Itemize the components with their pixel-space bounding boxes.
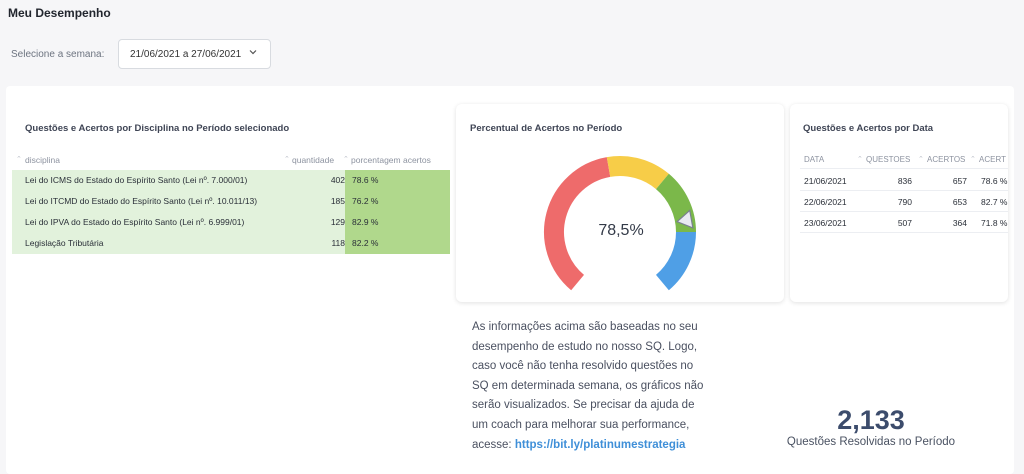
divider xyxy=(800,211,1008,212)
discipline-name: Lei do ICMS do Estado do Espírito Santo … xyxy=(12,170,345,191)
week-filter-label: Selecione a semana: xyxy=(11,49,105,60)
column-header-disciplina[interactable]: disciplina xyxy=(25,155,60,165)
discipline-pct: 82.2 % xyxy=(345,233,450,254)
discipline-pct: 82.9 % xyxy=(345,212,450,233)
acertos-cell: 653 xyxy=(952,197,967,207)
info-card xyxy=(456,308,734,474)
table-row: Lei do IPVA do Estado do Espírito Santo … xyxy=(12,212,450,233)
column-header-questoes[interactable]: QUESTOES xyxy=(866,155,911,164)
table-row: Lei do ITCMD do Estado do Espírito Santo… xyxy=(12,191,450,212)
discipline-qty: 185 xyxy=(330,196,345,206)
date-cell: 23/06/2021 xyxy=(804,218,847,228)
sort-icon[interactable]: ⌃ xyxy=(343,156,349,163)
divider xyxy=(800,190,1008,191)
week-select[interactable]: 21/06/2021 a 27/06/2021 xyxy=(118,39,271,69)
info-text: As informações acima são baseadas no seu… xyxy=(472,318,710,455)
acertos-cell: 364 xyxy=(952,218,967,228)
questoes-cell: 790 xyxy=(897,197,912,207)
total-questions-number: 2,133 xyxy=(837,405,905,435)
date-cell: 21/06/2021 xyxy=(804,176,847,186)
divider xyxy=(800,232,1008,233)
discipline-name: Lei do IPVA do Estado do Espírito Santo … xyxy=(12,212,345,233)
chevron-down-icon xyxy=(249,50,257,55)
column-header-acerto-pct[interactable]: ACERT xyxy=(979,155,1006,164)
coach-link[interactable]: https://bit.ly/platinumestrategia xyxy=(514,438,686,451)
column-header-porcentagem[interactable]: porcentagem acertos xyxy=(351,155,431,165)
discipline-pct: 78.6 % xyxy=(345,170,450,191)
sort-icon[interactable]: ⌃ xyxy=(970,156,976,163)
acerto-pct-cell: 71.8 % xyxy=(981,218,1008,228)
gauge-card-title: Percentual de Acertos no Período xyxy=(470,123,623,134)
discipline-qty: 402 xyxy=(330,175,345,185)
sort-icon[interactable]: ⌃ xyxy=(857,156,863,163)
date-card-title: Questões e Acertos por Data xyxy=(803,123,934,134)
week-select-value: 21/06/2021 a 27/06/2021 xyxy=(130,48,242,60)
column-header-acertos[interactable]: ACERTOS xyxy=(927,155,966,164)
table-row: Legislação Tributária 118 82.2 % xyxy=(12,233,450,254)
gauge-pointer-icon xyxy=(675,209,694,229)
gauge-segment-green xyxy=(655,173,696,233)
discipline-name: Lei do ITCMD do Estado do Espírito Santo… xyxy=(12,191,345,212)
questoes-cell: 836 xyxy=(897,176,912,186)
discipline-name: Legislação Tributária xyxy=(12,233,345,254)
acerto-pct-cell: 78.6 % xyxy=(981,176,1008,186)
date-card xyxy=(790,104,1008,302)
divider xyxy=(800,168,1008,169)
page-title: Meu Desempenho xyxy=(8,6,111,20)
sort-icon[interactable]: ⌃ xyxy=(918,156,924,163)
table-row: Lei do ICMS do Estado do Espírito Santo … xyxy=(12,170,450,191)
gauge-segment-red xyxy=(544,157,611,291)
sort-icon[interactable]: ⌃ xyxy=(284,156,290,163)
discipline-card-title: Questões e Acertos por Disciplina no Per… xyxy=(25,123,290,134)
acertos-cell: 657 xyxy=(952,176,967,186)
acerto-pct-cell: 82.7 % xyxy=(981,197,1008,207)
date-cell: 22/06/2021 xyxy=(804,197,847,207)
column-header-quantidade[interactable]: quantidade xyxy=(292,155,335,165)
discipline-qty: 129 xyxy=(330,217,345,227)
column-header-data[interactable]: DATA xyxy=(804,155,825,164)
gauge-segment-blue xyxy=(655,231,696,291)
questoes-cell: 507 xyxy=(897,218,912,228)
total-questions-label: Questões Resolvidas no Período xyxy=(786,436,956,448)
gauge-segment-yellow xyxy=(606,156,669,190)
gauge-card xyxy=(456,104,784,302)
discipline-pct: 76.2 % xyxy=(345,191,450,212)
discipline-qty: 118 xyxy=(331,238,345,248)
info-body: As informações acima são baseadas no seu… xyxy=(472,321,704,451)
sort-icon[interactable]: ⌃ xyxy=(16,156,22,163)
accuracy-gauge xyxy=(544,156,696,291)
gauge-value: 78,5% xyxy=(598,222,644,239)
